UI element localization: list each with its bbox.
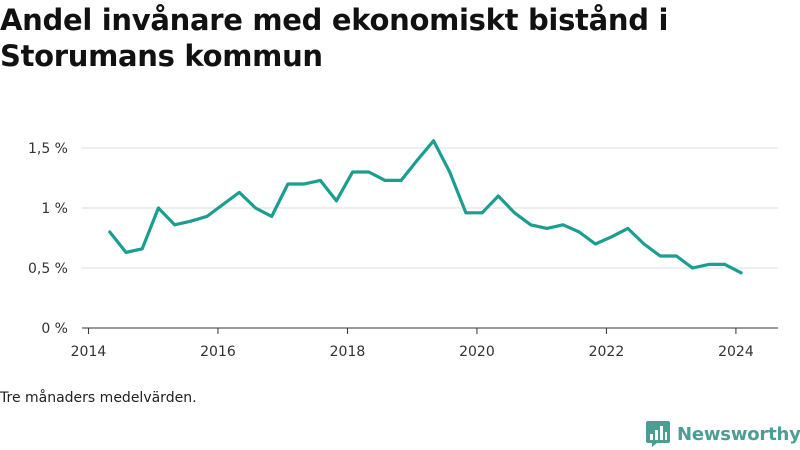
data-point <box>254 206 257 210</box>
data-point <box>318 179 322 182</box>
data-point <box>416 158 419 162</box>
x-tick-label: 2020 <box>459 344 495 360</box>
footnote: Tre månaders medelvärden. <box>0 390 197 406</box>
data-point <box>448 170 452 174</box>
series-layer <box>108 139 743 275</box>
chart-title: Andel invånare med ekonomiskt bistånd i … <box>0 3 669 73</box>
data-point <box>221 203 225 206</box>
data-point <box>610 235 613 239</box>
data-point <box>658 254 662 258</box>
data-point <box>707 263 711 266</box>
data-point <box>464 211 468 215</box>
x-axis: 2014 2016 2018 2020 2022 2024 <box>71 327 778 360</box>
grid-lines <box>82 147 778 269</box>
data-point <box>691 266 694 270</box>
x-tick-label: 2014 <box>71 344 107 360</box>
data-point <box>399 179 403 182</box>
data-point <box>302 182 306 186</box>
data-point <box>157 206 160 210</box>
data-point <box>205 215 209 218</box>
data-point <box>723 263 727 266</box>
y-tick-label: 1,5 % <box>28 141 68 157</box>
data-point <box>367 170 371 174</box>
data-point <box>270 215 274 218</box>
data-point <box>561 223 565 227</box>
data-point <box>642 242 646 246</box>
data-point <box>286 182 290 186</box>
data-point <box>108 230 112 234</box>
data-point <box>594 242 597 246</box>
data-point <box>529 223 533 227</box>
data-point <box>545 227 549 230</box>
data-point <box>173 223 177 227</box>
y-tick-label: 0 % <box>41 321 68 337</box>
brand-name: Newsworthy <box>677 423 800 445</box>
data-point <box>383 179 387 182</box>
series-line <box>108 139 743 275</box>
data-point <box>335 199 338 203</box>
y-tick-label: 0,5 % <box>28 261 68 277</box>
data-point <box>351 170 354 174</box>
data-point <box>513 211 516 215</box>
x-tick-label: 2018 <box>330 344 366 360</box>
y-tick-label: 1 % <box>41 201 68 217</box>
x-tick-label: 2024 <box>718 344 754 360</box>
data-point <box>577 230 581 234</box>
x-tick-label: 2022 <box>589 344 625 360</box>
data-point <box>237 191 241 194</box>
data-point <box>739 271 743 275</box>
data-point <box>675 254 678 258</box>
x-tick-label: 2016 <box>200 344 236 360</box>
newsworthy-logo: Newsworthy <box>645 420 800 448</box>
data-point <box>140 247 144 251</box>
y-axis-labels: 0 % 0,5 % 1 % 1,5 % <box>28 141 68 337</box>
data-point <box>626 227 630 230</box>
data-point <box>432 139 435 143</box>
data-point <box>124 251 128 254</box>
newsworthy-logo-icon <box>646 421 670 447</box>
data-point <box>496 194 500 198</box>
data-point <box>189 219 193 223</box>
data-point <box>480 211 484 215</box>
